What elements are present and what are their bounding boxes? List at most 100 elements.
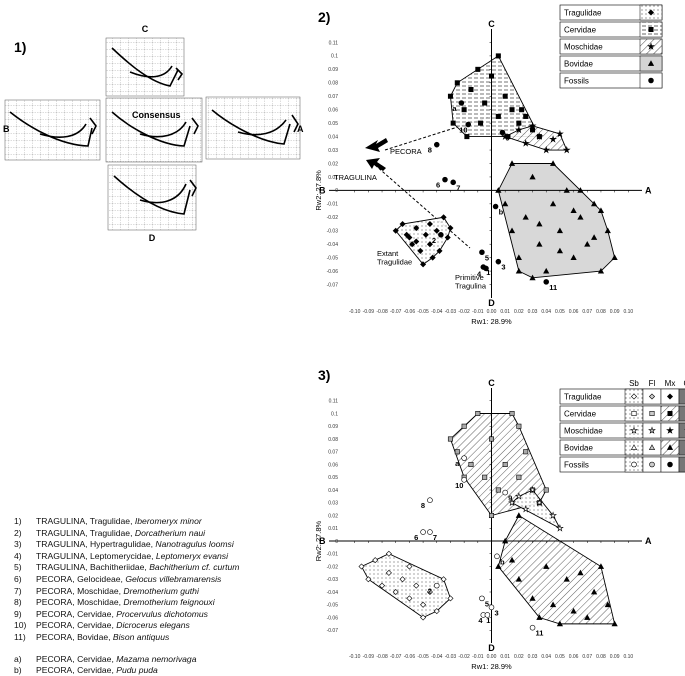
legend: Sb Fl Mx Gr Tragulidae Cervidae Moschidae Bovid…: [559, 379, 685, 473]
star-point: [542, 145, 551, 154]
x-tick-label: -0.01: [472, 654, 484, 660]
key-text: PECORA, Cervidae,: [36, 653, 117, 664]
star-point: [521, 505, 530, 513]
x-tick-label: 0.06: [569, 309, 579, 315]
x-tick-label: -0.06: [404, 309, 416, 315]
key-item: 7) PECORA, Moschidae, Dremotherium guthi: [14, 586, 239, 598]
annotation: Tragulina: [455, 282, 487, 291]
circle-point: [484, 612, 491, 618]
triangle-point: [630, 444, 638, 450]
square-point: [502, 461, 508, 468]
triangle-point: [666, 444, 674, 450]
star-point: [555, 129, 564, 138]
axis-letter: B: [319, 536, 326, 546]
diamond-point: [422, 231, 429, 238]
square-point: [502, 93, 508, 99]
triangle-point: [577, 214, 584, 220]
square-point: [495, 113, 501, 119]
y-tick-label: 0.07: [328, 450, 338, 456]
legend-label: Tragulidae: [564, 9, 602, 18]
triangle-point: [543, 563, 550, 569]
diamond-point: [392, 588, 399, 596]
point-label: 11: [549, 283, 557, 292]
x-tick-label: 0.09: [610, 654, 620, 660]
diamond-point: [426, 588, 433, 596]
circle-point: [494, 553, 500, 560]
key-species: Leptomeryx evansi: [155, 550, 229, 561]
key-item: b) PECORA, Cervidae, Pudu puda: [14, 665, 239, 676]
circle-point: [438, 232, 444, 238]
diamond-point: [666, 393, 674, 400]
legend-cell: [678, 422, 685, 439]
y-tick-label: -0.06: [327, 615, 339, 621]
diamond-point: [648, 393, 656, 400]
triangle-point: [591, 200, 598, 207]
key-species: Procervulus dichotomus: [116, 608, 208, 619]
x-tick-label: 0.10: [623, 309, 633, 315]
key-item: 5) TRAGULINA, Bachitheriidae, Bachitheriu…: [14, 562, 239, 574]
square-point: [464, 134, 470, 140]
triangle-point: [549, 601, 557, 608]
key-number: 11): [14, 631, 26, 642]
legend-label: Moschidae: [564, 427, 603, 436]
key-species: Pudu puda: [116, 665, 158, 676]
species-key: 1) TRAGULINA, Tragulidae, Iberomeryx mino…: [14, 516, 239, 676]
triangle-point: [536, 220, 543, 227]
key-item: 1) TRAGULINA, Tragulidae, Iberomeryx mino…: [14, 516, 239, 528]
square-point: [488, 436, 495, 442]
y-tick-label: 0.09: [328, 67, 338, 73]
key-text: PECORA, Cervidae,: [36, 620, 117, 631]
x-tick-label: 0.08: [596, 654, 606, 660]
y-tick-label: -0.03: [327, 229, 339, 235]
point-label: a: [452, 104, 457, 113]
y-tick-label: 0.05: [328, 121, 338, 127]
square-point: [475, 410, 481, 417]
x-tick-label: -0.01: [472, 309, 484, 315]
y-tick-label: 0.04: [328, 134, 338, 140]
y-tick-label: 0.11: [329, 40, 339, 46]
x-tick-label: 0.05: [555, 309, 565, 315]
point-label: b: [500, 557, 505, 566]
square-point: [475, 66, 481, 72]
diamond-point: [426, 241, 433, 248]
triangle-point: [570, 207, 577, 213]
triangle-point: [556, 247, 564, 254]
key-species: Nanotragulus loomsi: [155, 539, 234, 550]
diamond-point: [399, 576, 406, 583]
square-point: [648, 26, 654, 33]
triangle-point: [604, 227, 611, 234]
x-tick-label: 0.05: [555, 654, 565, 660]
x-tick-label: -0.09: [363, 654, 375, 660]
circle-point: [458, 100, 465, 106]
y-tick-label: -0.07: [327, 282, 339, 288]
circle-point: [492, 203, 499, 210]
x-tick-label: 0.08: [596, 309, 606, 315]
x-tick-label: -0.06: [404, 654, 416, 660]
y-tick-label: 0.01: [328, 175, 338, 181]
circle-point: [420, 529, 426, 535]
diamond-point: [413, 582, 420, 589]
square-point: [488, 512, 495, 519]
star-point: [535, 132, 544, 140]
square-point: [516, 474, 522, 480]
key-number: 3): [14, 539, 22, 550]
annotation: TRAGULINA: [334, 173, 377, 182]
point-label: 2: [428, 587, 432, 596]
point-label: 9: [508, 494, 512, 503]
outline-curves: [9, 47, 299, 215]
y-tick-label: 0.1: [331, 54, 338, 60]
triangle-point: [529, 274, 536, 281]
triangle-point: [648, 444, 656, 450]
key-text: PECORA, Moschidae,: [36, 597, 124, 608]
y-tick-label: 0.02: [328, 161, 338, 167]
circle-point: [529, 624, 536, 631]
triangle-point: [584, 614, 591, 620]
circle-point: [442, 176, 448, 183]
triangle-point: [508, 160, 516, 166]
point-label: b: [499, 208, 504, 217]
square-point: [649, 410, 655, 417]
triangle-point: [529, 595, 536, 601]
panel-label: 3): [318, 367, 330, 383]
star-point: [514, 492, 523, 500]
